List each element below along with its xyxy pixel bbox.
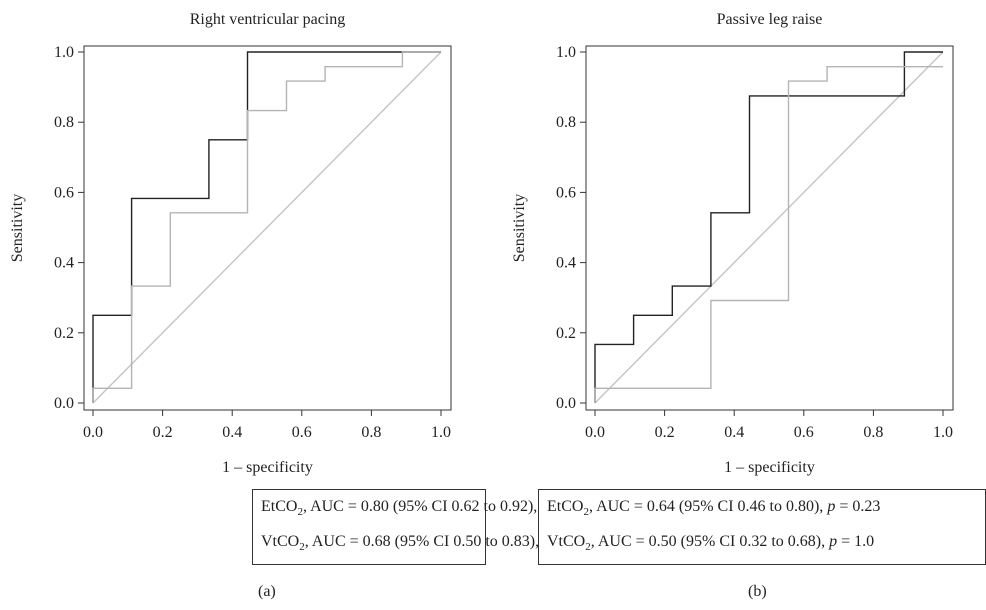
legend-text: VtCO [261,533,300,551]
legend-text: , AUC = 0.50 (95% CI 0.32 to 0.68), [590,533,830,551]
x-axis-label: 1 – specificity [724,459,815,476]
etco2-roc-curve [594,51,943,403]
legend-text: , AUC = 0.80 (95% CI 0.62 to 0.92), [302,498,542,515]
legend-subscript: 2 [299,541,305,554]
x-tick-label: 0.2 [153,424,173,441]
y-axis-label: Sensitivity [9,194,26,262]
legend-subscript: 2 [585,541,591,554]
plot-frame [83,45,452,411]
legend-p-value: = 1.0 [837,533,875,551]
chart-title: Right ventricular pacing [190,11,346,28]
roc-panel-a: Right ventricular pacing 0.0 0.2 0.4 0.6 0.8 1… [9,11,452,476]
legend-entry-etco2: EtCO2, AUC = 0.80 (95% CI 0.62 to 0.92),… [261,492,602,527]
legend-entry-etco2: EtCO2, AUC = 0.64 (95% CI 0.46 to 0.80),… [547,492,985,527]
legend-text: EtCO [261,498,298,515]
x-tick-label: 0.8 [361,424,381,441]
x-axis-label: 1 – specificity [222,459,313,476]
y-tick-label: 0.8 [556,114,576,131]
y-tick-label: 1.0 [556,44,576,61]
vtco2-roc-curve [594,65,943,403]
panel-caption-b: (b) [748,583,767,600]
y-tick-label: 0.4 [556,255,576,272]
legend-p-value: = 0.23 [835,498,881,515]
x-tick-label: 0.0 [585,424,605,441]
legend-p-symbol: p [827,498,836,515]
y-tick-label: 1.0 [54,44,74,61]
x-tick-label: 0.6 [794,424,814,441]
x-tick-label: 0.4 [222,424,242,441]
reference-diagonal [92,51,442,404]
y-tick-label: 0.8 [54,114,74,131]
plot-frame [585,45,954,411]
y-tick-label: 0.6 [54,184,74,201]
legend-text: , AUC = 0.68 (95% CI 0.50 to 0.83), [304,533,544,551]
etco2-roc-curve [92,51,441,403]
legend-box-b: EtCO2, AUC = 0.64 (95% CI 0.46 to 0.80),… [538,489,986,566]
legend-box-a: EtCO2, AUC = 0.80 (95% CI 0.62 to 0.92),… [252,489,602,566]
x-tick-label: 1.0 [431,424,451,441]
legend-text: EtCO [547,498,584,515]
legend-entry-vtco2: VtCO2, AUC = 0.68 (95% CI 0.50 to 0.83),… [261,527,596,562]
legend-text: VtCO [547,533,586,551]
x-tick-label: 0.2 [655,424,675,441]
legend-p-symbol: p [829,533,838,551]
legend-text: , AUC = 0.64 (95% CI 0.46 to 0.80), [588,498,828,515]
panel-caption-a: (a) [258,583,276,600]
reference-diagonal [594,51,944,404]
vtco2-roc-curve [92,51,441,403]
legend-entry-vtco2: VtCO2, AUC = 0.50 (95% CI 0.32 to 0.68),… [547,527,985,562]
legend-subscript: 2 [297,506,303,519]
y-tick-label: 0.0 [556,395,576,412]
legend-subscript: 2 [583,506,589,519]
y-axis-label: Sensitivity [511,194,528,262]
y-tick-label: 0.0 [54,395,74,412]
x-tick-label: 0.8 [863,424,883,441]
x-tick-label: 0.4 [724,424,744,441]
roc-panel-b: Passive leg raise 0.0 0.2 0.4 0.6 0.8 1.0 0.0 0.… [511,11,954,476]
y-tick-label: 0.2 [54,325,74,342]
y-tick-label: 0.4 [54,255,74,272]
x-tick-label: 0.6 [292,424,312,441]
x-tick-label: 0.0 [83,424,103,441]
y-tick-label: 0.2 [556,325,576,342]
x-tick-label: 1.0 [933,424,953,441]
chart-title: Passive leg raise [717,11,823,28]
y-tick-label: 0.6 [556,184,576,201]
